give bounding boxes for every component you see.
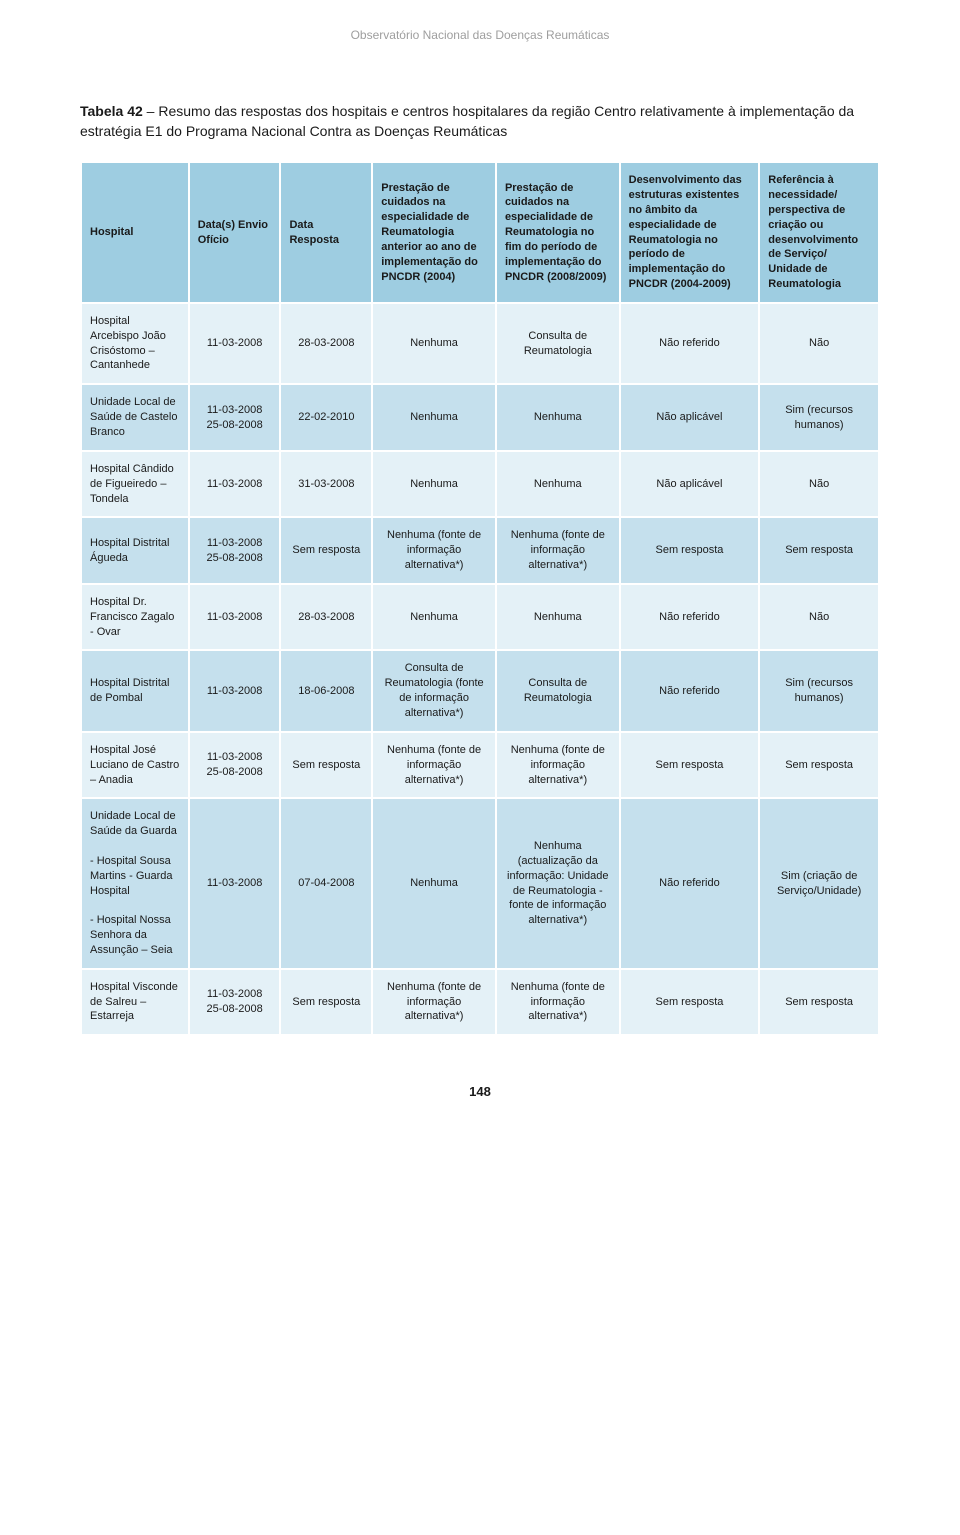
column-header: Hospital: [81, 162, 189, 303]
table-row: Unidade Local de Saúde de Castelo Branco…: [81, 384, 879, 451]
table-cell: Nenhuma (fonte de informação alternativa…: [372, 969, 496, 1036]
table-cell: 11-03-2008: [189, 303, 281, 384]
table-cell: Sem resposta: [620, 732, 760, 799]
table-cell: 11-03-2008: [189, 650, 281, 731]
table-row: Hospital Dr. Francisco Zagalo - Ovar11-0…: [81, 584, 879, 651]
table-cell: Consulta de Reumatologia: [496, 303, 620, 384]
page-header: Observatório Nacional das Doenças Reumát…: [0, 0, 960, 102]
table-cell: Nenhuma: [372, 584, 496, 651]
table-cell: Não: [759, 303, 879, 384]
table-cell: 28-03-2008: [280, 303, 372, 384]
table-cell: Consulta de Reumatologia (fonte de infor…: [372, 650, 496, 731]
page-number: 148: [0, 1036, 960, 1129]
table-cell: Unidade Local de Saúde de Castelo Branco: [81, 384, 189, 451]
column-header: Referência à necessidade/ perspectiva de…: [759, 162, 879, 303]
table-cell: Não referido: [620, 650, 760, 731]
table-cell: 11-03-2008 25-08-2008: [189, 969, 281, 1036]
caption-bold: Tabela 42: [80, 103, 143, 119]
column-header: Prestação de cuidados na especialidade d…: [372, 162, 496, 303]
table-cell: Nenhuma (fonte de informação alternativa…: [372, 517, 496, 584]
table-cell: Sim (criação de Serviço/Unidade): [759, 798, 879, 968]
table-cell: Não aplicável: [620, 384, 760, 451]
table-cell: 11-03-2008 25-08-2008: [189, 384, 281, 451]
table-cell: Não referido: [620, 798, 760, 968]
table-cell: Nenhuma: [496, 384, 620, 451]
table-cell: 28-03-2008: [280, 584, 372, 651]
column-header: Data(s) Envio Ofício: [189, 162, 281, 303]
table-cell: 11-03-2008: [189, 798, 281, 968]
caption-rest: – Resumo das respostas dos hospitais e c…: [80, 103, 854, 139]
table-cell: Hospital Distrital Águeda: [81, 517, 189, 584]
table-cell: Sim (recursos humanos): [759, 650, 879, 731]
table-cell: Nenhuma (fonte de informação alternativa…: [496, 517, 620, 584]
table-cell: 11-03-2008 25-08-2008: [189, 732, 281, 799]
table-cell: Nenhuma (fonte de informação alternativa…: [372, 732, 496, 799]
table-cell: Nenhuma (fonte de informação alternativa…: [496, 969, 620, 1036]
table-cell: Não referido: [620, 303, 760, 384]
column-header: Prestação de cuidados na especialidade d…: [496, 162, 620, 303]
table-cell: Hospital Visconde de Salreu – Estarreja: [81, 969, 189, 1036]
table-cell: Nenhuma: [496, 451, 620, 518]
table-cell: 18-06-2008: [280, 650, 372, 731]
table-cell: Sem resposta: [759, 969, 879, 1036]
table-cell: Unidade Local de Saúde da Guarda - Hospi…: [81, 798, 189, 968]
table-row: Hospital Cândido de Figueiredo – Tondela…: [81, 451, 879, 518]
table-cell: Nenhuma: [372, 451, 496, 518]
table-cell: Hospital José Luciano de Castro – Anadia: [81, 732, 189, 799]
table-container: HospitalData(s) Envio OfícioData Respost…: [0, 161, 960, 1036]
table-row: Hospital Arcebispo João Crisóstomo – Can…: [81, 303, 879, 384]
table-cell: Sim (recursos humanos): [759, 384, 879, 451]
table-cell: Nenhuma: [372, 384, 496, 451]
table-cell: Hospital Dr. Francisco Zagalo - Ovar: [81, 584, 189, 651]
table-head: HospitalData(s) Envio OfícioData Respost…: [81, 162, 879, 303]
table-row: Hospital Visconde de Salreu – Estarreja1…: [81, 969, 879, 1036]
table-row: Unidade Local de Saúde da Guarda - Hospi…: [81, 798, 879, 968]
table-cell: 07-04-2008: [280, 798, 372, 968]
table-row: Hospital Distrital Águeda11-03-2008 25-0…: [81, 517, 879, 584]
table-cell: Hospital Cândido de Figueiredo – Tondela: [81, 451, 189, 518]
table-cell: Não referido: [620, 584, 760, 651]
table-cell: Sem resposta: [280, 732, 372, 799]
table-row: Hospital Distrital de Pombal11-03-200818…: [81, 650, 879, 731]
table-cell: 11-03-2008: [189, 584, 281, 651]
column-header: Data Resposta: [280, 162, 372, 303]
table-cell: Sem resposta: [620, 969, 760, 1036]
table-cell: Sem resposta: [280, 969, 372, 1036]
column-header: Desenvolvimento das estruturas existente…: [620, 162, 760, 303]
table-cell: Sem resposta: [759, 732, 879, 799]
table-cell: Sem resposta: [620, 517, 760, 584]
table-cell: Hospital Arcebispo João Crisóstomo – Can…: [81, 303, 189, 384]
table-caption: Tabela 42 – Resumo das respostas dos hos…: [0, 102, 960, 161]
table-cell: 22-02-2010: [280, 384, 372, 451]
table-cell: Nenhuma: [372, 798, 496, 968]
table-cell: Sem resposta: [759, 517, 879, 584]
table-cell: Sem resposta: [280, 517, 372, 584]
table-cell: Nenhuma (actualização da informação: Uni…: [496, 798, 620, 968]
table-cell: Consulta de Reumatologia: [496, 650, 620, 731]
table-cell: Não: [759, 584, 879, 651]
table-cell: Não: [759, 451, 879, 518]
table-cell: 31-03-2008: [280, 451, 372, 518]
table-cell: 11-03-2008: [189, 451, 281, 518]
table-cell: Não aplicável: [620, 451, 760, 518]
hospitals-table: HospitalData(s) Envio OfícioData Respost…: [80, 161, 880, 1036]
table-cell: Nenhuma: [496, 584, 620, 651]
table-cell: Nenhuma (fonte de informação alternativa…: [496, 732, 620, 799]
table-row: Hospital José Luciano de Castro – Anadia…: [81, 732, 879, 799]
table-body: Hospital Arcebispo João Crisóstomo – Can…: [81, 303, 879, 1035]
table-cell: 11-03-2008 25-08-2008: [189, 517, 281, 584]
table-cell: Nenhuma: [372, 303, 496, 384]
table-cell: Hospital Distrital de Pombal: [81, 650, 189, 731]
